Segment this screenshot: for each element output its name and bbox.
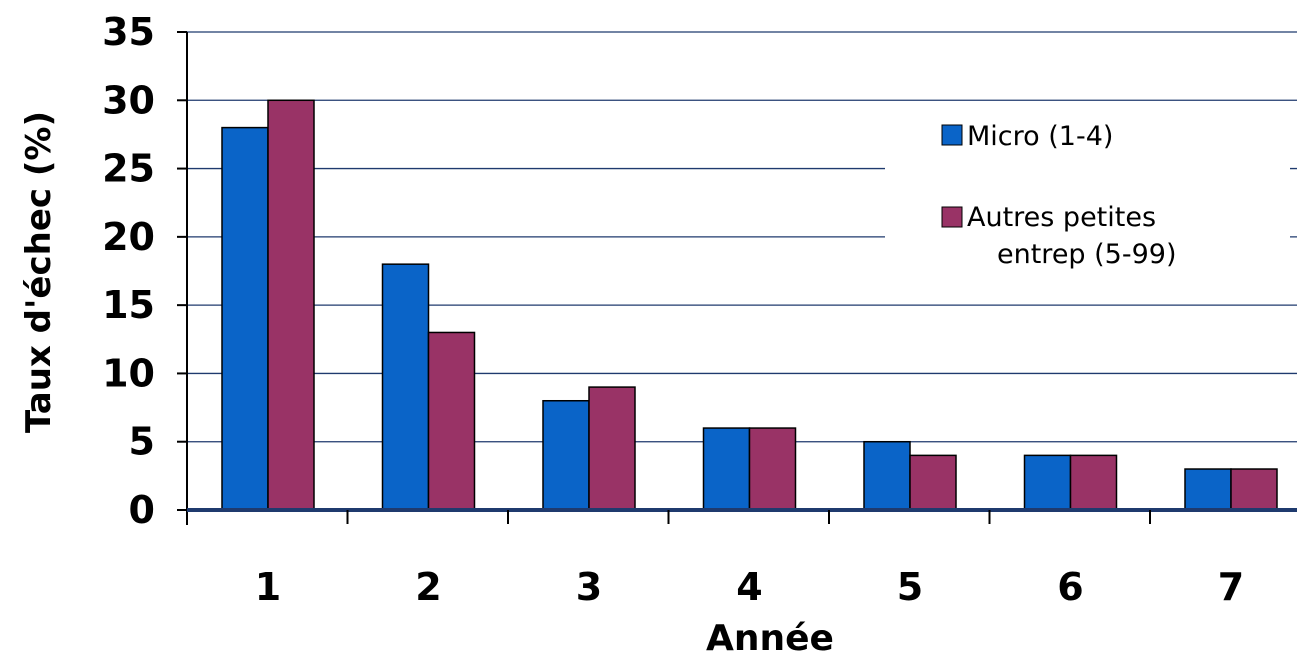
y-tick-label-35: 35	[102, 10, 155, 54]
x-tick-labels: 1 2 3 4 5 6 7	[255, 565, 1244, 609]
legend-swatch-micro	[941, 124, 963, 146]
x-tick-label-6: 6	[1057, 565, 1083, 609]
y-tick-label-25: 25	[102, 147, 155, 191]
bar-micro-year-1	[221, 126, 269, 511]
bar-micro-year-7	[1184, 468, 1232, 511]
legend-swatch-autres	[941, 206, 963, 228]
x-tick-label-5: 5	[897, 565, 923, 609]
y-tick-labels: 0 5 10 15 20 25 30 35	[102, 10, 155, 532]
gridlines	[187, 31, 1297, 443]
bar-autres-year-5	[909, 454, 957, 511]
bar-autres-year-2	[427, 331, 476, 511]
legend-label-autres: Autres petites entrep (5-99)	[967, 202, 1177, 270]
bar-micro-year-6	[1023, 454, 1072, 511]
x-axis-title: Année	[706, 618, 834, 658]
legend-label-micro: Micro (1-4)	[967, 121, 1113, 152]
y-tick-label-15: 15	[102, 283, 155, 327]
bar-micro-year-4	[702, 427, 751, 511]
bar-micro-year-5	[863, 440, 911, 511]
y-tick-label-0: 0	[129, 488, 155, 532]
bar-autres-year-3	[588, 386, 636, 511]
x-tick-label-4: 4	[736, 565, 762, 609]
y-axis-title: Taux d'échec (%)	[19, 111, 59, 433]
x-tick-label-3: 3	[576, 565, 602, 609]
bar-autres-year-4	[748, 427, 797, 511]
y-tick-label-5: 5	[129, 420, 155, 464]
bars	[221, 99, 1278, 511]
x-tick-label-1: 1	[255, 565, 281, 609]
bar-autres-year-6	[1069, 454, 1118, 511]
y-tick-label-20: 20	[102, 215, 155, 259]
x-tick-label-7: 7	[1218, 565, 1244, 609]
bar-autres-year-7	[1230, 468, 1278, 511]
y-tick-label-10: 10	[102, 351, 155, 395]
bar-micro-year-2	[381, 263, 430, 511]
axes	[177, 31, 1297, 525]
legend: Micro (1-4) Autres petites entrep (5-99)	[885, 110, 1290, 290]
y-tick-label-30: 30	[102, 78, 155, 122]
bar-autres-year-1	[267, 99, 315, 511]
x-tick-label-2: 2	[415, 565, 441, 609]
bar-micro-year-3	[542, 399, 590, 511]
